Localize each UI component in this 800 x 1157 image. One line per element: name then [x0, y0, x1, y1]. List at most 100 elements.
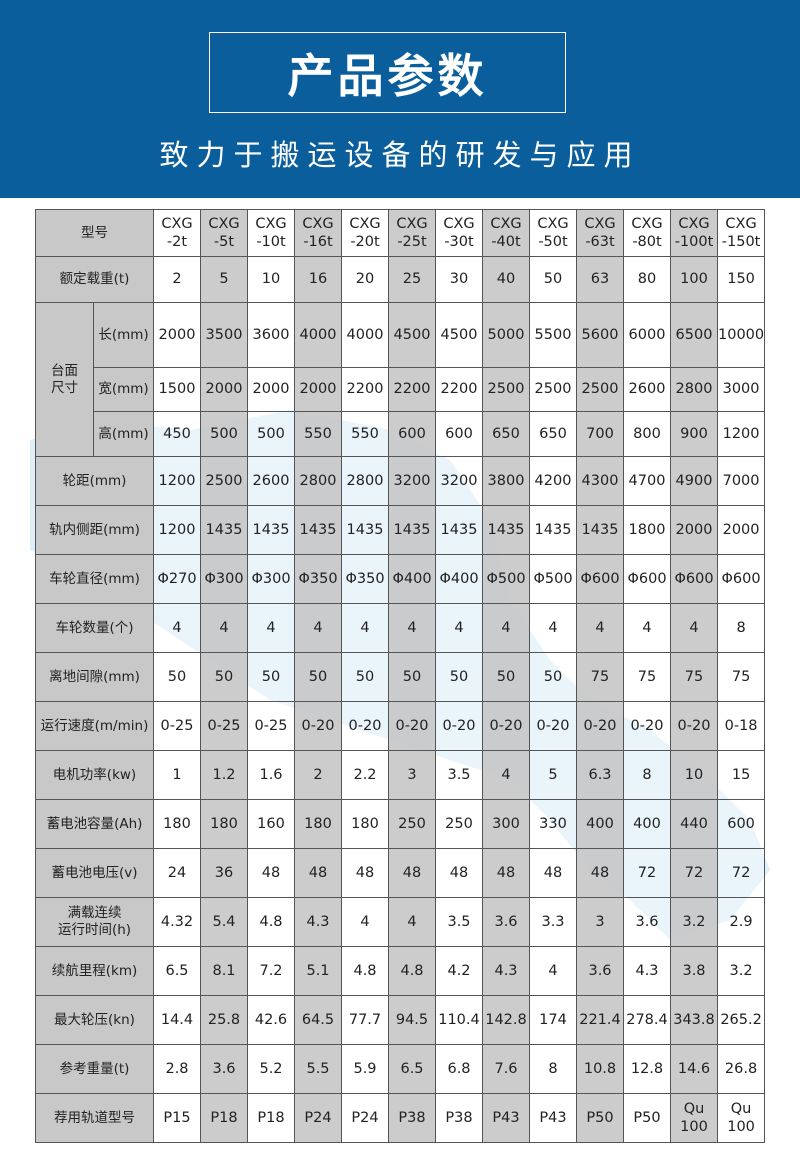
table-cell: 4.32 — [153, 897, 201, 947]
table-cell: 1435 — [482, 505, 530, 555]
table-cell: P24 — [341, 1093, 389, 1143]
table-cell: 0-25 — [153, 701, 201, 751]
table-row: 运行速度(m/min) 0-25 0-25 0-25 0-20 0-20 0-20 0-20 0… — [35, 701, 766, 751]
table-cell: 50 — [529, 256, 577, 303]
table-cell: 800 — [623, 411, 671, 457]
table-cell: 5.2 — [247, 1044, 295, 1094]
table-cell: 4 — [482, 750, 530, 800]
row-label: 车轮直径(mm) — [35, 554, 154, 604]
table-cell: 2800 — [670, 367, 718, 412]
model-header-cell: CXG -2t — [153, 209, 201, 257]
table-cell: P38 — [388, 1093, 436, 1143]
table-cell: 12.8 — [623, 1044, 671, 1094]
table-cell: 4.8 — [341, 946, 389, 996]
table-cell: 50 — [247, 652, 295, 702]
table-cell: 0-20 — [623, 701, 671, 751]
table-cell: 5 — [529, 750, 577, 800]
table-cell: 4 — [153, 603, 201, 653]
table-header-row: 型号 CXG -2t CXG -5t CXG -10t CXG -16t CXG -20t CXG -2… — [35, 209, 766, 257]
table-cell: 5 — [200, 256, 248, 303]
table-cell: 343.8 — [670, 995, 718, 1045]
table-cell: 4000 — [341, 302, 389, 368]
table-row: 离地间隙(mm) 50 50 50 50 50 50 50 50 50 75 75 75 75 — [35, 652, 766, 702]
table-cell: 400 — [576, 799, 624, 849]
page-title: 产品参数 — [287, 48, 488, 103]
table-cell: 2200 — [388, 367, 436, 412]
table-cell: 300 — [482, 799, 530, 849]
table-cell: 110.4 — [435, 995, 483, 1045]
table-cell: 650 — [482, 411, 530, 457]
table-cell: 2.9 — [716, 897, 766, 947]
table-cell: 2 — [153, 256, 201, 303]
table-row: 额定载重(t) 2 5 10 16 20 25 30 40 50 63 80 100 150 — [35, 256, 766, 303]
table-cell: 1435 — [247, 505, 295, 555]
table-cell: 6500 — [670, 302, 718, 368]
table-cell: 0-18 — [716, 701, 766, 751]
table-cell: 2500 — [576, 367, 624, 412]
model-header-cell: CXG -30t — [435, 209, 483, 257]
table-cell: 4 — [435, 603, 483, 653]
table-cell: 72 — [716, 848, 766, 898]
table-cell: 20 — [341, 256, 389, 303]
table-row: 宽(mm) 1500 2000 2000 2000 2200 2200 2200 2500 250… — [36, 367, 766, 412]
table-cell: 0-25 — [247, 701, 295, 751]
table-cell: 2200 — [435, 367, 483, 412]
title-box: 产品参数 — [209, 32, 566, 113]
table-cell: 4.3 — [623, 946, 671, 996]
table-cell: 50 — [482, 652, 530, 702]
table-cell: 1435 — [388, 505, 436, 555]
table-cell: P15 — [153, 1093, 201, 1143]
table-cell: 4 — [529, 603, 577, 653]
table-cell: 250 — [435, 799, 483, 849]
table-cell: 14.6 — [670, 1044, 718, 1094]
table-cell: 2800 — [294, 456, 342, 506]
table-cell: 500 — [200, 411, 248, 457]
table-cell: 40 — [482, 256, 530, 303]
table-cell: 4300 — [576, 456, 624, 506]
table-cell: Φ500 — [529, 554, 577, 604]
table-cell: 72 — [623, 848, 671, 898]
table-cell: Φ600 — [670, 554, 718, 604]
table-cell: 72 — [670, 848, 718, 898]
table-cell: 700 — [576, 411, 624, 457]
table-cell: P43 — [529, 1093, 577, 1143]
table-cell: Φ350 — [341, 554, 389, 604]
table-size-group-label: 台面 尺寸 — [35, 302, 94, 457]
table-row: 轮距(mm) 1200 2500 2600 2800 2800 3200 3200 3800 42… — [35, 456, 766, 506]
table-cell: 30 — [435, 256, 483, 303]
table-cell: Φ500 — [482, 554, 530, 604]
table-cell: 100 — [670, 256, 718, 303]
table-cell: 3800 — [482, 456, 530, 506]
row-label: 轨内侧距(mm) — [35, 505, 154, 555]
table-cell: 10000 — [716, 302, 766, 368]
table-cell: 650 — [529, 411, 577, 457]
table-cell: 15 — [716, 750, 766, 800]
table-cell: 48 — [529, 848, 577, 898]
table-cell: 48 — [482, 848, 530, 898]
table-cell: 3 — [576, 897, 624, 947]
table-cell: 160 — [247, 799, 295, 849]
table-cell: 4000 — [294, 302, 342, 368]
table-cell: 5.4 — [200, 897, 248, 947]
table-cell: 48 — [576, 848, 624, 898]
table-cell: 2 — [294, 750, 342, 800]
table-cell: 8 — [623, 750, 671, 800]
table-cell: 2.8 — [153, 1044, 201, 1094]
table-cell: 0-20 — [529, 701, 577, 751]
table-row: 参考重量(t) 2.8 3.6 5.2 5.5 5.9 6.5 6.8 7.6 8 10.8 12.8… — [35, 1044, 766, 1094]
table-cell: 5500 — [529, 302, 577, 368]
table-cell: 50 — [435, 652, 483, 702]
table-cell: 3.5 — [435, 897, 483, 947]
table-cell: 2000 — [294, 367, 342, 412]
table-cell: 8 — [529, 1044, 577, 1094]
table-cell: 80 — [623, 256, 671, 303]
table-cell: 0-20 — [435, 701, 483, 751]
row-label: 最大轮压(kn) — [35, 995, 154, 1045]
table-cell: 3.8 — [670, 946, 718, 996]
model-label: 型号 — [35, 209, 154, 257]
table-cell: P50 — [576, 1093, 624, 1143]
table-cell: 75 — [623, 652, 671, 702]
table-cell: 450 — [153, 411, 201, 457]
table-cell: 25 — [388, 256, 436, 303]
table-cell: 48 — [435, 848, 483, 898]
